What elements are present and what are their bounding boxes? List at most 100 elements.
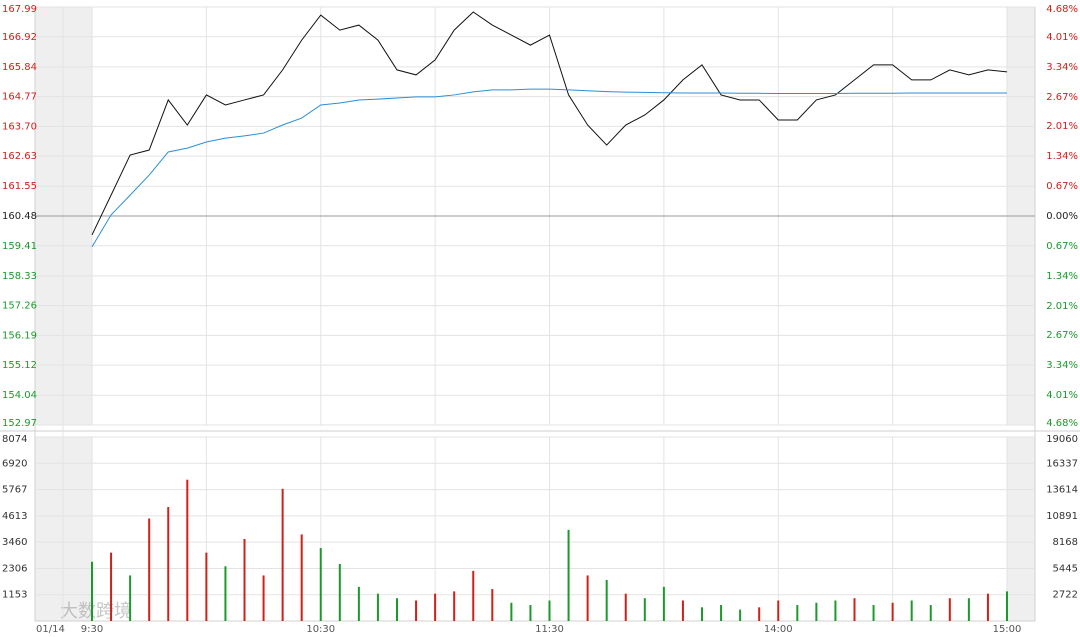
date-label: 01/14 [36,624,65,635]
volume-bar [872,605,875,621]
y2-tick-label: 2.01% [1046,121,1078,132]
y2-tick-label: 1.34% [1046,151,1078,162]
y-tick-label: 159.41 [2,241,37,252]
y2-tick-label: 13614 [1046,485,1078,496]
y-tick-label: 1153 [2,590,27,601]
volume-bar [262,575,265,621]
volume-bar [376,593,379,621]
y2-tick-label: 4.68% [1046,4,1078,15]
volume-bar [739,609,742,621]
y2-tick-label: 2.67% [1046,330,1078,341]
y2-tick-label: 2.67% [1046,92,1078,103]
x-tick-label: 14:00 [764,624,793,635]
volume-bar [929,605,932,621]
volume-bar [1006,591,1008,621]
volume-bar [110,552,113,621]
volume-bar [300,534,303,621]
y2-tick-label: 0.67% [1046,241,1078,252]
frame [34,6,1036,622]
volume-bar [796,605,799,621]
y-tick-label: 155.12 [2,360,37,371]
y2-tick-label: 2.01% [1046,301,1078,312]
volume-bar [758,607,761,621]
y-tick-label: 152.97 [2,418,37,429]
y2-tick-label: 2722 [1053,590,1078,601]
x-tick-label: 9:30 [81,624,103,635]
watermark: 大数跨境 [60,601,132,622]
volume-bar [815,602,818,621]
y-tick-label: 165.84 [2,62,37,73]
volume-bar [224,566,227,621]
y-tick-label: 5767 [2,485,27,496]
volume-bar [662,586,665,621]
volume-bar [681,600,684,621]
y-tick-label: 167.99 [2,4,37,15]
volume-bar [548,600,551,621]
post-market-shade [1007,437,1035,621]
volume-bar [434,593,437,621]
y2-tick-label: 19060 [1046,434,1078,445]
volume-bar [472,570,475,621]
volume-bar [205,552,208,621]
y-tick-label: 162.63 [2,151,37,162]
y-tick-label: 6920 [2,458,27,469]
volume-bar [167,507,170,621]
volume-bar [891,602,894,621]
y2-tick-label: 3.34% [1046,62,1078,73]
volume-bar [453,591,456,621]
volume-bar [586,575,589,621]
volume-bar [910,600,913,621]
y2-tick-label: 4.68% [1046,418,1078,429]
y-tick-label: 157.26 [2,301,37,312]
y-tick-label: 2306 [2,563,27,574]
y2-tick-label: 5445 [1053,563,1078,574]
volume-bar [643,598,646,621]
y-tick-label: 8074 [2,434,27,445]
x-tick-label: 10:30 [306,624,335,635]
volume-bar [834,600,837,621]
volume-bar [624,593,627,621]
volume-bar [967,598,970,621]
volume-bar [701,607,703,621]
y2-tick-label: 4.01% [1046,32,1078,43]
volume-bar [338,564,341,621]
y2-tick-label: 8168 [1053,537,1078,548]
volume-bar [129,575,132,621]
y-tick-label: 156.19 [2,330,37,341]
volume-bar [853,598,856,621]
y-tick-label: 160.48 [2,211,37,222]
y-tick-label: 154.04 [2,390,37,401]
volume-bar [281,488,284,621]
y-tick-label: 166.92 [2,32,37,43]
volume-bar [415,600,418,621]
volume-bar [357,586,360,621]
price-line [91,88,1007,248]
y-tick-label: 4613 [2,511,27,522]
y2-tick-label: 10891 [1046,511,1078,522]
volume-bar [720,605,723,621]
y2-tick-label: 3.34% [1046,360,1078,371]
y2-tick-label: 1.34% [1046,271,1078,282]
y2-tick-label: 0.00% [1046,211,1078,222]
x-tick-label: 11:30 [535,624,564,635]
y2-tick-label: 4.01% [1046,390,1078,401]
y-tick-label: 158.33 [2,271,37,282]
volume-bar [243,538,246,621]
y2-tick-label: 0.67% [1046,181,1078,192]
volume-bar [396,598,398,621]
volume-bar [186,479,189,621]
y2-tick-label: 16337 [1046,458,1078,469]
volume-bar [319,548,322,621]
price-line [91,11,1008,236]
y-tick-label: 164.77 [2,92,37,103]
volume-bar [948,598,951,621]
volume-bar [491,589,494,621]
volume-bar [567,529,570,621]
y-tick-label: 3460 [2,537,27,548]
y-tick-label: 163.70 [2,121,37,132]
volume-bar [529,605,532,621]
volume-bar [986,593,989,621]
volume-bar [148,518,151,621]
volume-bar [510,602,513,621]
volume-bar [777,600,780,621]
